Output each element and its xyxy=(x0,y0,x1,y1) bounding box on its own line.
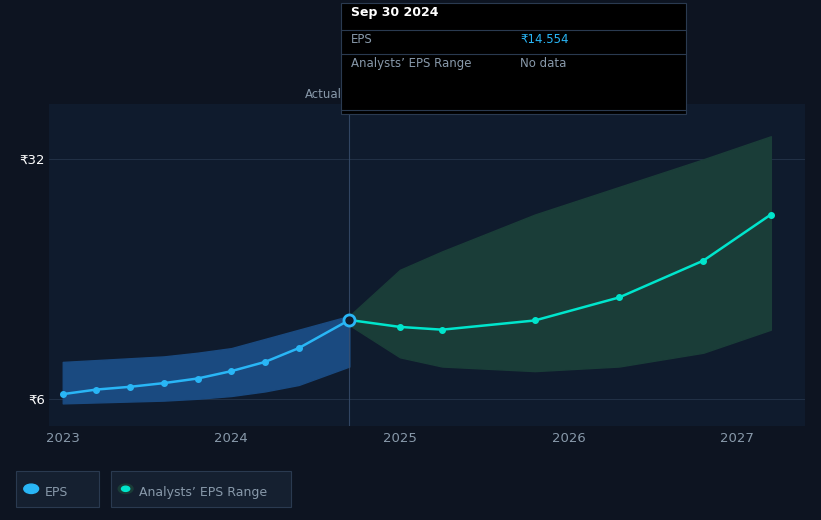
Text: Sep 30 2024: Sep 30 2024 xyxy=(351,6,438,19)
Text: ₹14.554: ₹14.554 xyxy=(521,33,569,46)
Text: Analysts’ EPS Range: Analysts’ EPS Range xyxy=(139,486,267,499)
Text: No data: No data xyxy=(521,57,566,70)
Text: EPS: EPS xyxy=(351,33,373,46)
Text: Analysts’ EPS Range: Analysts’ EPS Range xyxy=(351,57,471,70)
Text: Analysts Forecasts: Analysts Forecasts xyxy=(357,88,467,101)
Text: Actual: Actual xyxy=(305,88,342,101)
Text: EPS: EPS xyxy=(44,486,67,499)
